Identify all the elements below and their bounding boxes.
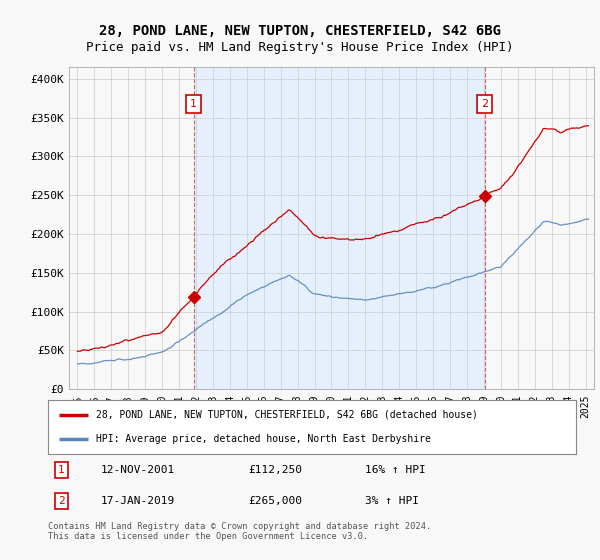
Text: £265,000: £265,000 [248,496,302,506]
Text: 2: 2 [481,99,488,109]
Text: 16% ↑ HPI: 16% ↑ HPI [365,465,425,475]
Text: Price paid vs. HM Land Registry's House Price Index (HPI): Price paid vs. HM Land Registry's House … [86,41,514,54]
Text: Contains HM Land Registry data © Crown copyright and database right 2024.
This d: Contains HM Land Registry data © Crown c… [48,522,431,542]
Text: 12-NOV-2001: 12-NOV-2001 [101,465,175,475]
Text: £112,250: £112,250 [248,465,302,475]
Text: 1: 1 [58,465,65,475]
Text: 2: 2 [58,496,65,506]
Text: HPI: Average price, detached house, North East Derbyshire: HPI: Average price, detached house, Nort… [95,434,430,444]
Text: 28, POND LANE, NEW TUPTON, CHESTERFIELD, S42 6BG: 28, POND LANE, NEW TUPTON, CHESTERFIELD,… [99,24,501,38]
Text: 28, POND LANE, NEW TUPTON, CHESTERFIELD, S42 6BG (detached house): 28, POND LANE, NEW TUPTON, CHESTERFIELD,… [95,410,478,420]
Text: 17-JAN-2019: 17-JAN-2019 [101,496,175,506]
Bar [194,67,485,389]
Text: 1: 1 [190,99,197,109]
Text: 3% ↑ HPI: 3% ↑ HPI [365,496,419,506]
